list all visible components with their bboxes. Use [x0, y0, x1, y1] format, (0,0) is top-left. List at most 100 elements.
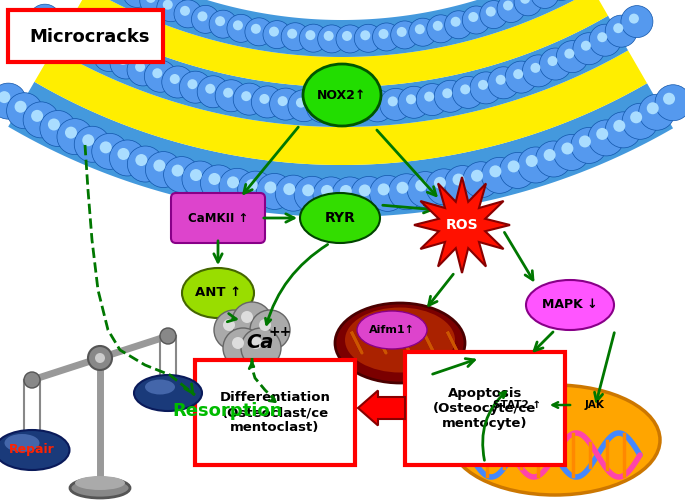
Circle shape	[630, 111, 642, 123]
Circle shape	[530, 63, 540, 73]
Circle shape	[299, 24, 327, 52]
Circle shape	[398, 86, 430, 118]
Circle shape	[170, 74, 179, 84]
FancyBboxPatch shape	[405, 352, 565, 465]
Circle shape	[462, 6, 490, 34]
Circle shape	[351, 99, 361, 109]
Circle shape	[296, 98, 306, 108]
Circle shape	[135, 62, 145, 72]
Circle shape	[14, 101, 27, 113]
Circle shape	[513, 69, 523, 79]
Circle shape	[37, 12, 47, 22]
Circle shape	[520, 0, 530, 4]
Circle shape	[85, 40, 95, 50]
Circle shape	[486, 7, 496, 17]
Ellipse shape	[145, 379, 175, 394]
Circle shape	[65, 127, 77, 139]
Text: Ca: Ca	[247, 333, 274, 352]
Circle shape	[136, 154, 147, 166]
Circle shape	[531, 0, 559, 9]
Circle shape	[263, 21, 291, 49]
Ellipse shape	[300, 193, 380, 243]
Circle shape	[153, 160, 165, 171]
Circle shape	[562, 142, 573, 154]
Circle shape	[68, 31, 79, 41]
Circle shape	[160, 328, 176, 344]
Circle shape	[270, 88, 301, 120]
Circle shape	[443, 88, 452, 98]
Circle shape	[145, 152, 182, 187]
Circle shape	[277, 96, 288, 106]
Circle shape	[407, 171, 443, 207]
Circle shape	[340, 185, 352, 197]
Circle shape	[45, 14, 77, 46]
Circle shape	[343, 91, 375, 123]
Circle shape	[284, 183, 295, 195]
Text: CaMKII ↑: CaMKII ↑	[188, 211, 248, 224]
Circle shape	[325, 91, 357, 123]
Circle shape	[424, 92, 434, 102]
Circle shape	[163, 0, 173, 10]
Circle shape	[306, 30, 315, 40]
Circle shape	[60, 23, 92, 55]
Circle shape	[146, 0, 155, 3]
Text: Microcracks: Microcracks	[29, 28, 150, 46]
Circle shape	[92, 133, 127, 169]
Circle shape	[214, 310, 254, 350]
Circle shape	[388, 174, 425, 210]
Circle shape	[369, 98, 379, 108]
Circle shape	[621, 6, 653, 38]
Circle shape	[342, 31, 352, 41]
Circle shape	[482, 157, 517, 193]
Circle shape	[208, 173, 221, 185]
Ellipse shape	[303, 64, 381, 126]
Circle shape	[232, 337, 244, 349]
Circle shape	[260, 94, 269, 104]
Circle shape	[544, 149, 556, 161]
Circle shape	[95, 353, 105, 363]
Circle shape	[48, 119, 60, 130]
Circle shape	[370, 175, 406, 211]
Circle shape	[489, 165, 501, 177]
Circle shape	[503, 1, 513, 11]
Circle shape	[223, 88, 233, 98]
Text: MAPK ↓: MAPK ↓	[543, 299, 598, 312]
Circle shape	[306, 91, 338, 123]
Circle shape	[379, 29, 388, 39]
Circle shape	[250, 337, 262, 349]
Circle shape	[606, 112, 641, 148]
Circle shape	[233, 21, 243, 31]
Polygon shape	[414, 177, 510, 273]
Circle shape	[152, 68, 162, 78]
Circle shape	[571, 127, 607, 163]
Circle shape	[663, 93, 675, 105]
Ellipse shape	[5, 434, 40, 452]
Circle shape	[469, 12, 478, 22]
Circle shape	[215, 16, 225, 26]
Circle shape	[415, 24, 425, 34]
Polygon shape	[74, 0, 608, 87]
Circle shape	[123, 0, 151, 8]
Circle shape	[314, 99, 324, 109]
Circle shape	[281, 23, 309, 51]
Circle shape	[188, 79, 197, 89]
Text: Differentiation
(Osteoclast/ce
mentoclast): Differentiation (Osteoclast/ce mentoclas…	[220, 391, 330, 434]
Circle shape	[471, 170, 483, 182]
Circle shape	[556, 41, 588, 73]
Circle shape	[547, 56, 558, 66]
Circle shape	[82, 134, 95, 146]
Circle shape	[233, 83, 265, 115]
Circle shape	[514, 0, 542, 16]
Circle shape	[488, 67, 520, 99]
Polygon shape	[34, 49, 647, 165]
FancyBboxPatch shape	[195, 360, 355, 465]
Circle shape	[573, 33, 605, 65]
Circle shape	[110, 47, 142, 79]
Circle shape	[100, 141, 112, 153]
Circle shape	[553, 134, 589, 170]
Circle shape	[426, 169, 462, 205]
Circle shape	[246, 179, 258, 191]
Circle shape	[445, 11, 473, 39]
Ellipse shape	[182, 268, 254, 318]
Circle shape	[647, 102, 659, 114]
